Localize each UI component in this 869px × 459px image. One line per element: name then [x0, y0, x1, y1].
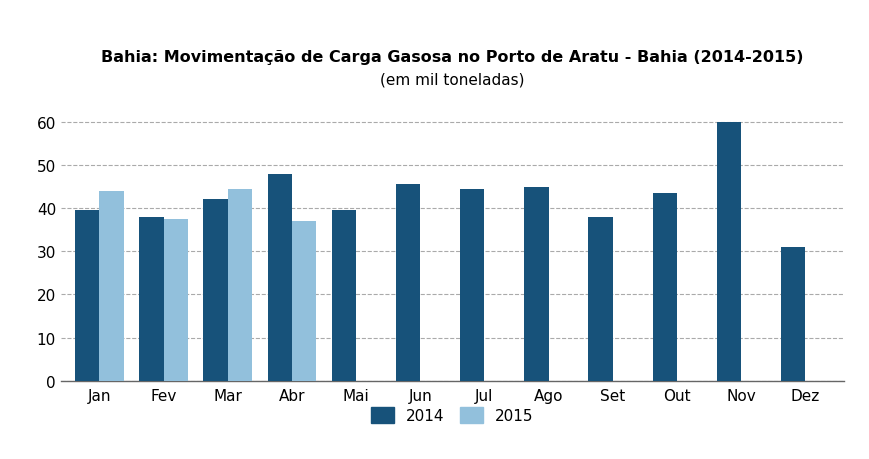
Bar [228, 189, 252, 381]
Text: Bahia: Movimentação de Carga Gasosa no Porto de Aratu - Bahia (2014-2015): Bahia: Movimentação de Carga Gasosa no P… [101, 50, 803, 65]
Bar [460, 189, 484, 381]
Bar [139, 217, 163, 381]
Bar [75, 211, 99, 381]
Text: (em mil toneladas): (em mil toneladas) [380, 72, 524, 87]
Bar [652, 194, 676, 381]
Bar [203, 200, 228, 381]
Bar [716, 123, 740, 381]
Bar [163, 219, 188, 381]
Bar [587, 217, 612, 381]
Bar [331, 211, 355, 381]
Bar [395, 185, 420, 381]
Bar [99, 191, 123, 381]
Bar [524, 187, 548, 381]
Bar [292, 222, 316, 381]
Bar [268, 174, 292, 381]
Bar [780, 247, 805, 381]
Legend: 2014, 2015: 2014, 2015 [365, 401, 539, 429]
